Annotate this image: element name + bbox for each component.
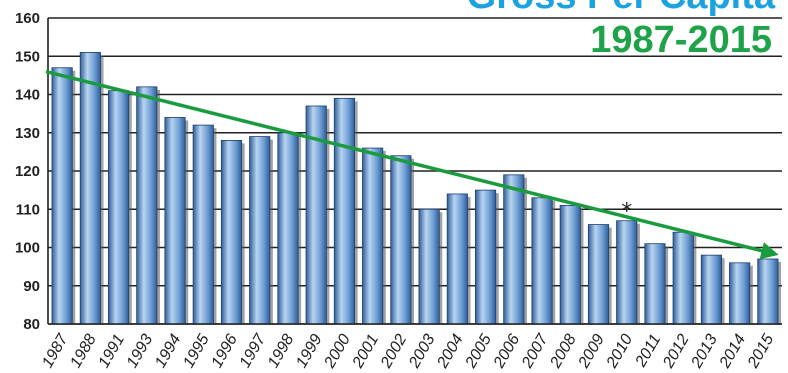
y-tick-label-100: 100 [15, 240, 40, 257]
bar-2006 [504, 175, 524, 324]
annotation-asterisk: * [621, 200, 632, 225]
bar-2012 [673, 232, 693, 324]
y-tick-label-80: 80 [23, 316, 40, 333]
bar-1996 [221, 140, 241, 324]
y-tick-label-160: 160 [15, 10, 40, 27]
x-tick-label-2013: 2013 [688, 331, 721, 371]
x-tick-label-2014: 2014 [716, 331, 749, 371]
y-tick-label-130: 130 [15, 125, 40, 142]
x-tick-label-2004: 2004 [434, 331, 467, 371]
bar-2004 [447, 194, 467, 324]
bar-1991 [108, 91, 128, 324]
x-tick-label-1987: 1987 [39, 331, 72, 371]
bar-1997 [250, 137, 270, 324]
x-tick-label-2003: 2003 [406, 331, 439, 371]
bar-1995 [193, 125, 213, 324]
x-tick-label-1997: 1997 [237, 331, 270, 371]
x-tick-label-2001: 2001 [349, 332, 382, 372]
bar-2008 [560, 205, 580, 324]
bar-1998 [278, 133, 298, 324]
x-tick-label-2010: 2010 [603, 331, 636, 371]
bar-2002 [391, 156, 411, 324]
x-tick-label-2002: 2002 [377, 331, 410, 371]
x-tick-label-2015: 2015 [744, 331, 777, 371]
x-tick-label-1994: 1994 [152, 331, 185, 370]
y-tick-label-120: 120 [15, 163, 40, 180]
bar-2010 [617, 221, 637, 324]
bar-1994 [165, 117, 185, 324]
y-tick-label-90: 90 [23, 278, 40, 295]
bar-1987 [52, 68, 72, 324]
bar-2015 [758, 259, 778, 324]
x-tick-label-1996: 1996 [208, 331, 241, 370]
bar-2001 [362, 148, 382, 324]
bars [52, 52, 781, 324]
y-tick-label-110: 110 [16, 201, 40, 218]
x-tick-label-1999: 1999 [293, 331, 326, 370]
x-tick-label-1988: 1988 [67, 331, 100, 370]
bar-1988 [80, 52, 100, 324]
x-tick-label-2008: 2008 [547, 331, 580, 371]
bar-2000 [334, 98, 354, 324]
x-tick-label-1998: 1998 [265, 331, 298, 370]
chart-title: Gross Per Capita [467, 0, 776, 17]
x-tick-label-2011: 2011 [632, 332, 664, 371]
x-tick-label-1993: 1993 [124, 331, 157, 370]
x-tick-label-2007: 2007 [518, 331, 552, 372]
bar-2011 [645, 244, 665, 324]
x-tick-label-2009: 2009 [575, 331, 608, 371]
y-tick-label-140: 140 [15, 87, 40, 104]
x-tick-label-2012: 2012 [660, 331, 693, 371]
x-tick-label-1995: 1995 [180, 331, 213, 370]
y-tick-label-150: 150 [15, 48, 40, 65]
bar-2003 [419, 209, 439, 324]
bar-2005 [475, 190, 495, 324]
bar-2013 [701, 255, 721, 324]
bar-2007 [532, 198, 552, 324]
x-tick-label-2006: 2006 [490, 331, 523, 371]
x-tick-label-2000: 2000 [321, 331, 354, 371]
bar-2009 [588, 225, 608, 324]
bar-1993 [137, 87, 157, 324]
bar-2014 [729, 263, 749, 324]
chart-subtitle: 1987-2015 [590, 19, 772, 61]
x-tick-label-2005: 2005 [462, 331, 495, 371]
x-tick-label-1991: 1991 [96, 332, 129, 371]
